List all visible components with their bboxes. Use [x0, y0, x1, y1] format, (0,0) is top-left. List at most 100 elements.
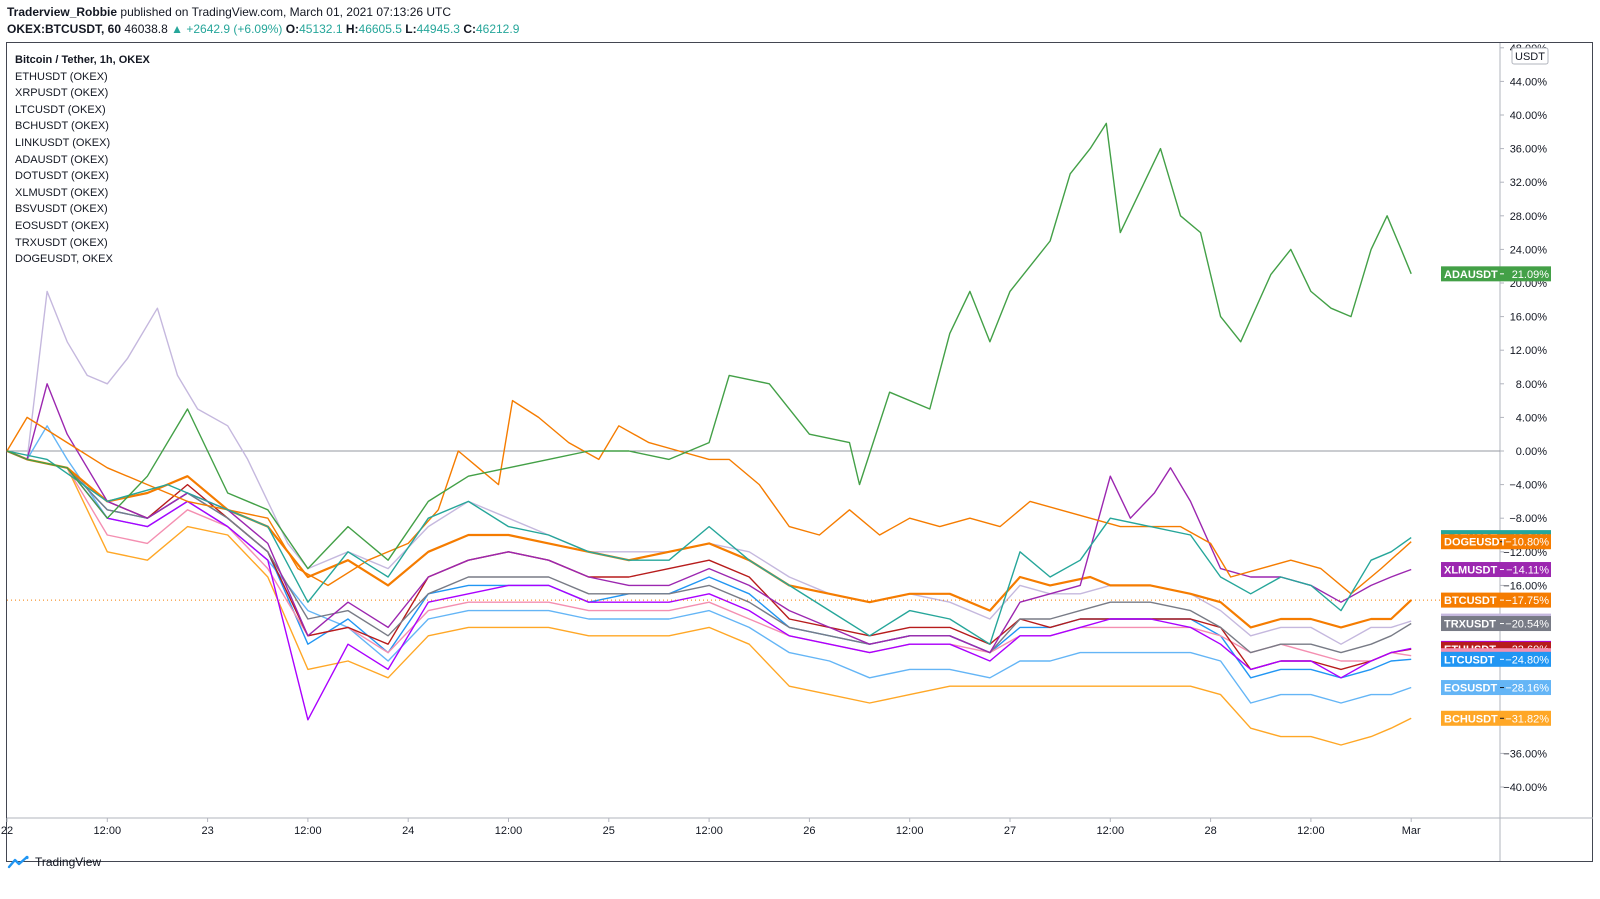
label-box: [1441, 680, 1551, 696]
legend-entry[interactable]: ETHUSDT (OKEX): [15, 70, 108, 83]
price-tick-label: 24.00%: [1510, 244, 1548, 256]
last-label-eosusdt: EOSUSDT −28.16%: [1441, 680, 1551, 696]
legend-entry[interactable]: DOGEUSDT, OKEX: [15, 253, 113, 266]
label-value: −20.54%: [1505, 619, 1549, 631]
label-name: TRXUSDT: [1444, 619, 1496, 631]
price-tick-label: 36.00%: [1510, 144, 1548, 156]
close-value: 46212.9: [475, 22, 520, 36]
series-line-btcusdt: [6, 449, 1412, 629]
label-name: EOSUSDT: [1444, 683, 1497, 695]
series-line-trxusdt: [6, 450, 1412, 654]
price-tick-label: 12.00%: [1510, 345, 1548, 357]
legend-entry[interactable]: LINKUSDT (OKEX): [15, 136, 111, 149]
price-tick-label: 4.00%: [1516, 412, 1547, 424]
author-name[interactable]: Traderview_Robbie: [7, 5, 118, 19]
close-label: C:: [463, 22, 476, 36]
price-tick-label: −40.00%: [1503, 782, 1547, 794]
chart-frame[interactable]: [6, 42, 1593, 862]
series-line-ltcusdt: [6, 450, 1412, 679]
series-line-adausdt: [6, 122, 1412, 570]
legend-entry[interactable]: EOSUSDT (OKEX): [15, 219, 109, 232]
label-name: XLMUSDT: [1444, 565, 1497, 577]
legend-entry[interactable]: XLMUSDT (OKEX): [15, 186, 109, 199]
series-last-labels: ADAUSDT21.09%DOTUSDT−10.31%DOGEUSDT−10.8…: [1441, 266, 1551, 726]
legend-entry[interactable]: LTCUSDT (OKEX): [15, 103, 106, 116]
low-label: L:: [405, 22, 417, 36]
low-value: 44945.3: [416, 22, 460, 36]
last-label-dogeusdt: DOGEUSDT−10.80%: [1441, 534, 1551, 550]
series-line-dogeusdt: [6, 399, 1412, 595]
time-tick-label: 25: [603, 825, 615, 837]
series-line-dotusdt: [6, 450, 1412, 645]
legend-entry[interactable]: ADAUSDT (OKEX): [15, 153, 109, 166]
change-value: +2642.9 (+6.09%): [186, 22, 283, 36]
label-name: BTCUSDT: [1444, 595, 1497, 607]
symbol-label: OKEX:BTCUSDT, 60: [7, 22, 122, 36]
label-name: BCHUSDT: [1444, 713, 1498, 725]
tradingview-logo-icon: [7, 855, 29, 869]
open-value: 45132.1: [299, 22, 343, 36]
label-box: [1441, 562, 1551, 578]
published-info: published on TradingView.com, March 01, …: [120, 5, 452, 19]
time-tick-label: 26: [803, 825, 815, 837]
legend-entry[interactable]: BCHUSDT (OKEX): [15, 120, 109, 133]
last-label-adausdt: ADAUSDT 21.09%: [1441, 266, 1551, 282]
label-name: ADAUSDT: [1444, 269, 1498, 281]
ohlc-line: OKEX:BTCUSDT, 60 46038.8 ▲ +2642.9 (+6.0…: [7, 22, 519, 36]
label-value: −14.11%: [1506, 565, 1549, 577]
label-box: [1441, 592, 1551, 608]
high-label: H:: [345, 22, 359, 36]
label-value: −17.75%: [1505, 595, 1549, 607]
label-name: LTCUSDT: [1444, 654, 1495, 666]
publisher-line: Traderview_Robbie published on TradingVi…: [7, 5, 451, 19]
label-box: [1441, 534, 1551, 550]
time-tick-label: 12:00: [94, 825, 122, 837]
label-value: −31.82%: [1505, 713, 1549, 725]
label-box: [1441, 266, 1551, 282]
time-tick-label: 27: [1004, 825, 1016, 837]
unit-label: USDT: [1515, 51, 1545, 63]
series-lines: [6, 122, 1500, 746]
last-label-bchusdt: BCHUSDT −31.82%: [1441, 710, 1551, 726]
high-value: 46605.5: [358, 22, 402, 36]
open-label: O:: [285, 22, 300, 36]
chart-title[interactable]: Bitcoin / Tether, 1h, OKEX: [15, 54, 150, 66]
time-tick-label: 22: [1, 825, 13, 837]
last-label-xlmusdt: XLMUSDT −14.11%: [1441, 562, 1551, 578]
price-tick-label: 44.00%: [1510, 76, 1548, 88]
series-line-xrpusdt: [6, 290, 1412, 645]
time-tick-label: 24: [402, 825, 414, 837]
time-tick-label: 12:00: [1297, 825, 1325, 837]
label-value: −28.16%: [1505, 683, 1549, 695]
price-tick-label: −36.00%: [1503, 748, 1547, 760]
time-tick-label: Mar: [1402, 825, 1421, 837]
time-tick-label: 12:00: [1097, 825, 1125, 837]
legend-entry[interactable]: BSVUSDT (OKEX): [15, 203, 108, 216]
price-tick-label: −12.00%: [1503, 547, 1547, 559]
time-tick-label: 12:00: [896, 825, 924, 837]
series-line-ethusdt: [6, 450, 1412, 671]
series-line-bsvusdt: [6, 450, 1412, 662]
label-box: [1441, 651, 1551, 667]
time-axis[interactable]: 22 12:00 23 12:00 24 12:00 25 12:00 26 12:00 27 12:…: [1, 817, 1593, 837]
last-price: 46038.8: [124, 22, 168, 36]
legend-entry[interactable]: DOTUSDT (OKEX): [15, 170, 109, 183]
up-arrow-icon: ▲: [171, 22, 183, 36]
footer[interactable]: TradingView: [7, 855, 101, 869]
legend-entry[interactable]: TRXUSDT (OKEX): [15, 236, 108, 249]
price-tick-label: −4.00%: [1509, 480, 1547, 492]
time-tick-label: 12:00: [495, 825, 523, 837]
series-line-linkusdt: [6, 450, 1412, 721]
time-tick-label: 28: [1204, 825, 1216, 837]
price-tick-label: 16.00%: [1510, 312, 1548, 324]
series-line-xlmusdt: [6, 383, 1412, 654]
price-tick-label: 28.00%: [1510, 211, 1548, 223]
label-name: DOGEUSDT: [1444, 537, 1507, 549]
series-line-bchusdt: [6, 450, 1412, 746]
price-tick-label: 40.00%: [1510, 110, 1548, 122]
unit-badge: [1511, 47, 1549, 65]
series-line-eosusdt: [6, 425, 1412, 704]
price-tick-label: −16.00%: [1503, 580, 1547, 592]
legend-entry[interactable]: XRPUSDT (OKEX): [15, 87, 109, 100]
